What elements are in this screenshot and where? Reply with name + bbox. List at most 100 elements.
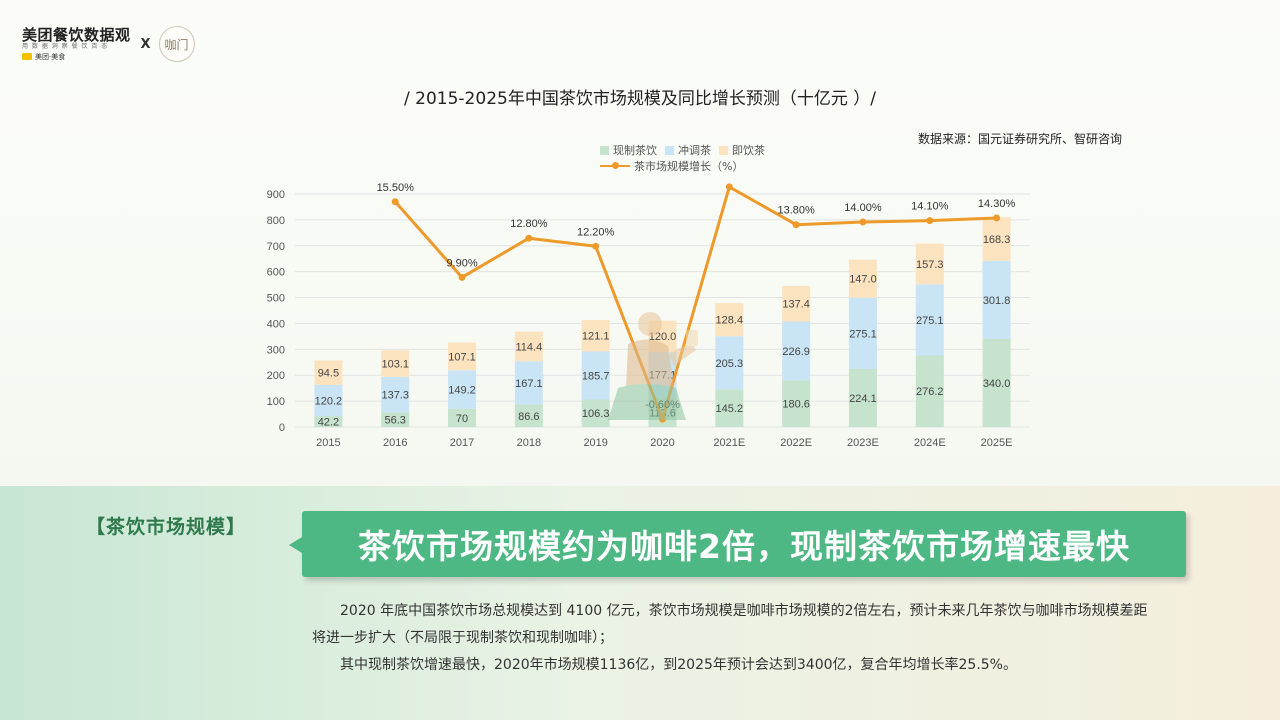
growth-point: [859, 218, 867, 226]
legend-swatch-brewed-tea: [665, 145, 674, 155]
x-tick-label: 2021E: [713, 437, 745, 449]
bar-segment: [381, 376, 410, 413]
section-tag: 【茶饮市场规模】: [86, 516, 247, 538]
bar-segment: [848, 259, 877, 298]
chart-legend: 现制茶饮 冲调茶 即饮茶 茶市场规模增长（%）: [600, 142, 765, 174]
bar-segment: [715, 389, 744, 427]
data-label: 106.3: [582, 408, 610, 420]
growth-point: [391, 198, 399, 206]
growth-label: -0.60%: [645, 399, 680, 411]
bar-segment: [982, 338, 1011, 427]
bar-segment: [581, 399, 610, 427]
y-tick-label: 0: [279, 422, 285, 434]
brand-name: 美团餐饮数据观: [22, 25, 131, 44]
bar-segment: [514, 404, 543, 427]
data-label: 86.6: [518, 411, 539, 423]
y-tick-label: 600: [267, 267, 285, 279]
data-label: 275.1: [849, 328, 877, 340]
legend-label-rtd-tea: 即饮茶: [732, 144, 765, 157]
bar-segment: [848, 368, 877, 427]
headline-banner: 茶饮市场规模约为咖啡2倍，现制茶饮市场增速最快: [289, 511, 1186, 577]
legend-line-marker: [600, 162, 630, 169]
growth-point: [525, 234, 533, 242]
data-label: 128.4: [716, 315, 744, 327]
data-label: 70: [456, 413, 468, 425]
data-label: 120.2: [315, 396, 343, 408]
y-tick-label: 100: [267, 396, 285, 408]
growth-label: 13.80%: [777, 205, 815, 217]
stacked-bar-line-chart: 0 100 200 300 400 500 600 700 800 900 42.2 120.2 94.…: [267, 182, 1030, 449]
summary-text: 2020 年底中国茶饮市场总规模达到 4100 亿元，茶饮市场规模是咖啡市场规模…: [312, 598, 1152, 679]
summary-paragraph-1: 2020 年底中国茶饮市场总规模达到 4100 亿元，茶饮市场规模是咖啡市场规模…: [312, 603, 1148, 646]
data-label: 147.0: [849, 274, 877, 286]
bar-segment: [514, 361, 543, 405]
data-label: 276.2: [916, 386, 944, 398]
data-label: 167.1: [515, 378, 543, 390]
bar-segment: [448, 342, 477, 371]
bar-segment: [381, 350, 410, 377]
data-label: 168.3: [983, 234, 1011, 246]
bar-segment: [314, 360, 343, 385]
data-label: 205.3: [716, 358, 744, 370]
bar-segment: [782, 285, 811, 322]
growth-label: 14.00%: [844, 202, 882, 214]
growth-label: 15.50%: [377, 182, 415, 194]
meituan-food-logo: 美团·美食: [22, 52, 131, 62]
x-tick-label: 2025E: [981, 437, 1013, 449]
growth-point: [792, 221, 800, 229]
y-tick-label: 400: [267, 318, 285, 330]
bar-segment: [448, 370, 477, 409]
collab-x: X: [140, 36, 151, 52]
x-tick-label: 2019: [583, 437, 607, 449]
x-tick-label: 2023E: [847, 437, 879, 449]
y-tick-label: 300: [267, 344, 285, 356]
data-label: 94.5: [318, 368, 339, 380]
legend-label-growth: 茶市场规模增长（%）: [634, 160, 744, 173]
y-tick-label: 800: [267, 215, 285, 227]
bar-segment: [782, 380, 811, 427]
bar-segment: [581, 351, 610, 400]
growth-label: 14.30%: [978, 198, 1016, 210]
legend-swatch-rtd-tea: [719, 145, 728, 155]
bar-segment: [982, 217, 1011, 261]
bar-segment: [381, 412, 410, 427]
growth-point: [659, 415, 666, 423]
bar-segment: [581, 320, 610, 352]
growth-point: [458, 273, 466, 281]
growth-point: [725, 183, 733, 191]
bar-segment: [782, 321, 811, 381]
data-label: 185.7: [582, 370, 610, 382]
x-tick-label: 2016: [383, 437, 407, 449]
headline-text: 茶饮市场规模约为咖啡2倍，现制茶饮市场增速最快: [358, 527, 1130, 566]
x-tick-label: 2018: [517, 437, 541, 449]
data-label: 226.9: [782, 346, 810, 358]
kamen-logo: 咖门: [158, 26, 195, 62]
data-source: 数据来源：国元证券研究所、智研咨询: [917, 132, 1122, 146]
data-label: 177.1: [649, 370, 677, 382]
x-tick-label: 2020: [650, 437, 674, 449]
meituan-badge-icon: [22, 53, 32, 60]
legend-label-fresh-tea: 现制茶饮: [613, 144, 657, 157]
data-label: 103.1: [381, 359, 409, 371]
bar-segment: [314, 416, 343, 427]
x-tick-label: 2024E: [914, 437, 946, 449]
bar-segment: [314, 384, 343, 417]
x-tick-label: 2022E: [780, 437, 812, 449]
bar-segment: [982, 260, 1011, 339]
bar-segment: [715, 336, 744, 390]
growth-line: [394, 185, 997, 421]
data-label: 107.1: [448, 351, 476, 363]
bar-segment: [848, 297, 877, 369]
x-tick-label: 2015: [316, 437, 340, 449]
data-label: 157.3: [916, 259, 944, 271]
data-label: 180.6: [782, 399, 810, 411]
bar-segment: [448, 408, 477, 427]
growth-point: [993, 214, 1001, 222]
data-label: 137.3: [381, 390, 409, 402]
data-label: 340.0: [983, 378, 1011, 390]
kamen-logo-text: 咖门: [164, 37, 189, 52]
growth-label: 9.90%: [446, 257, 477, 269]
legend-swatch-fresh-tea: [600, 145, 609, 155]
x-tick-label: 2017: [450, 437, 474, 449]
data-label: 301.8: [983, 295, 1011, 307]
